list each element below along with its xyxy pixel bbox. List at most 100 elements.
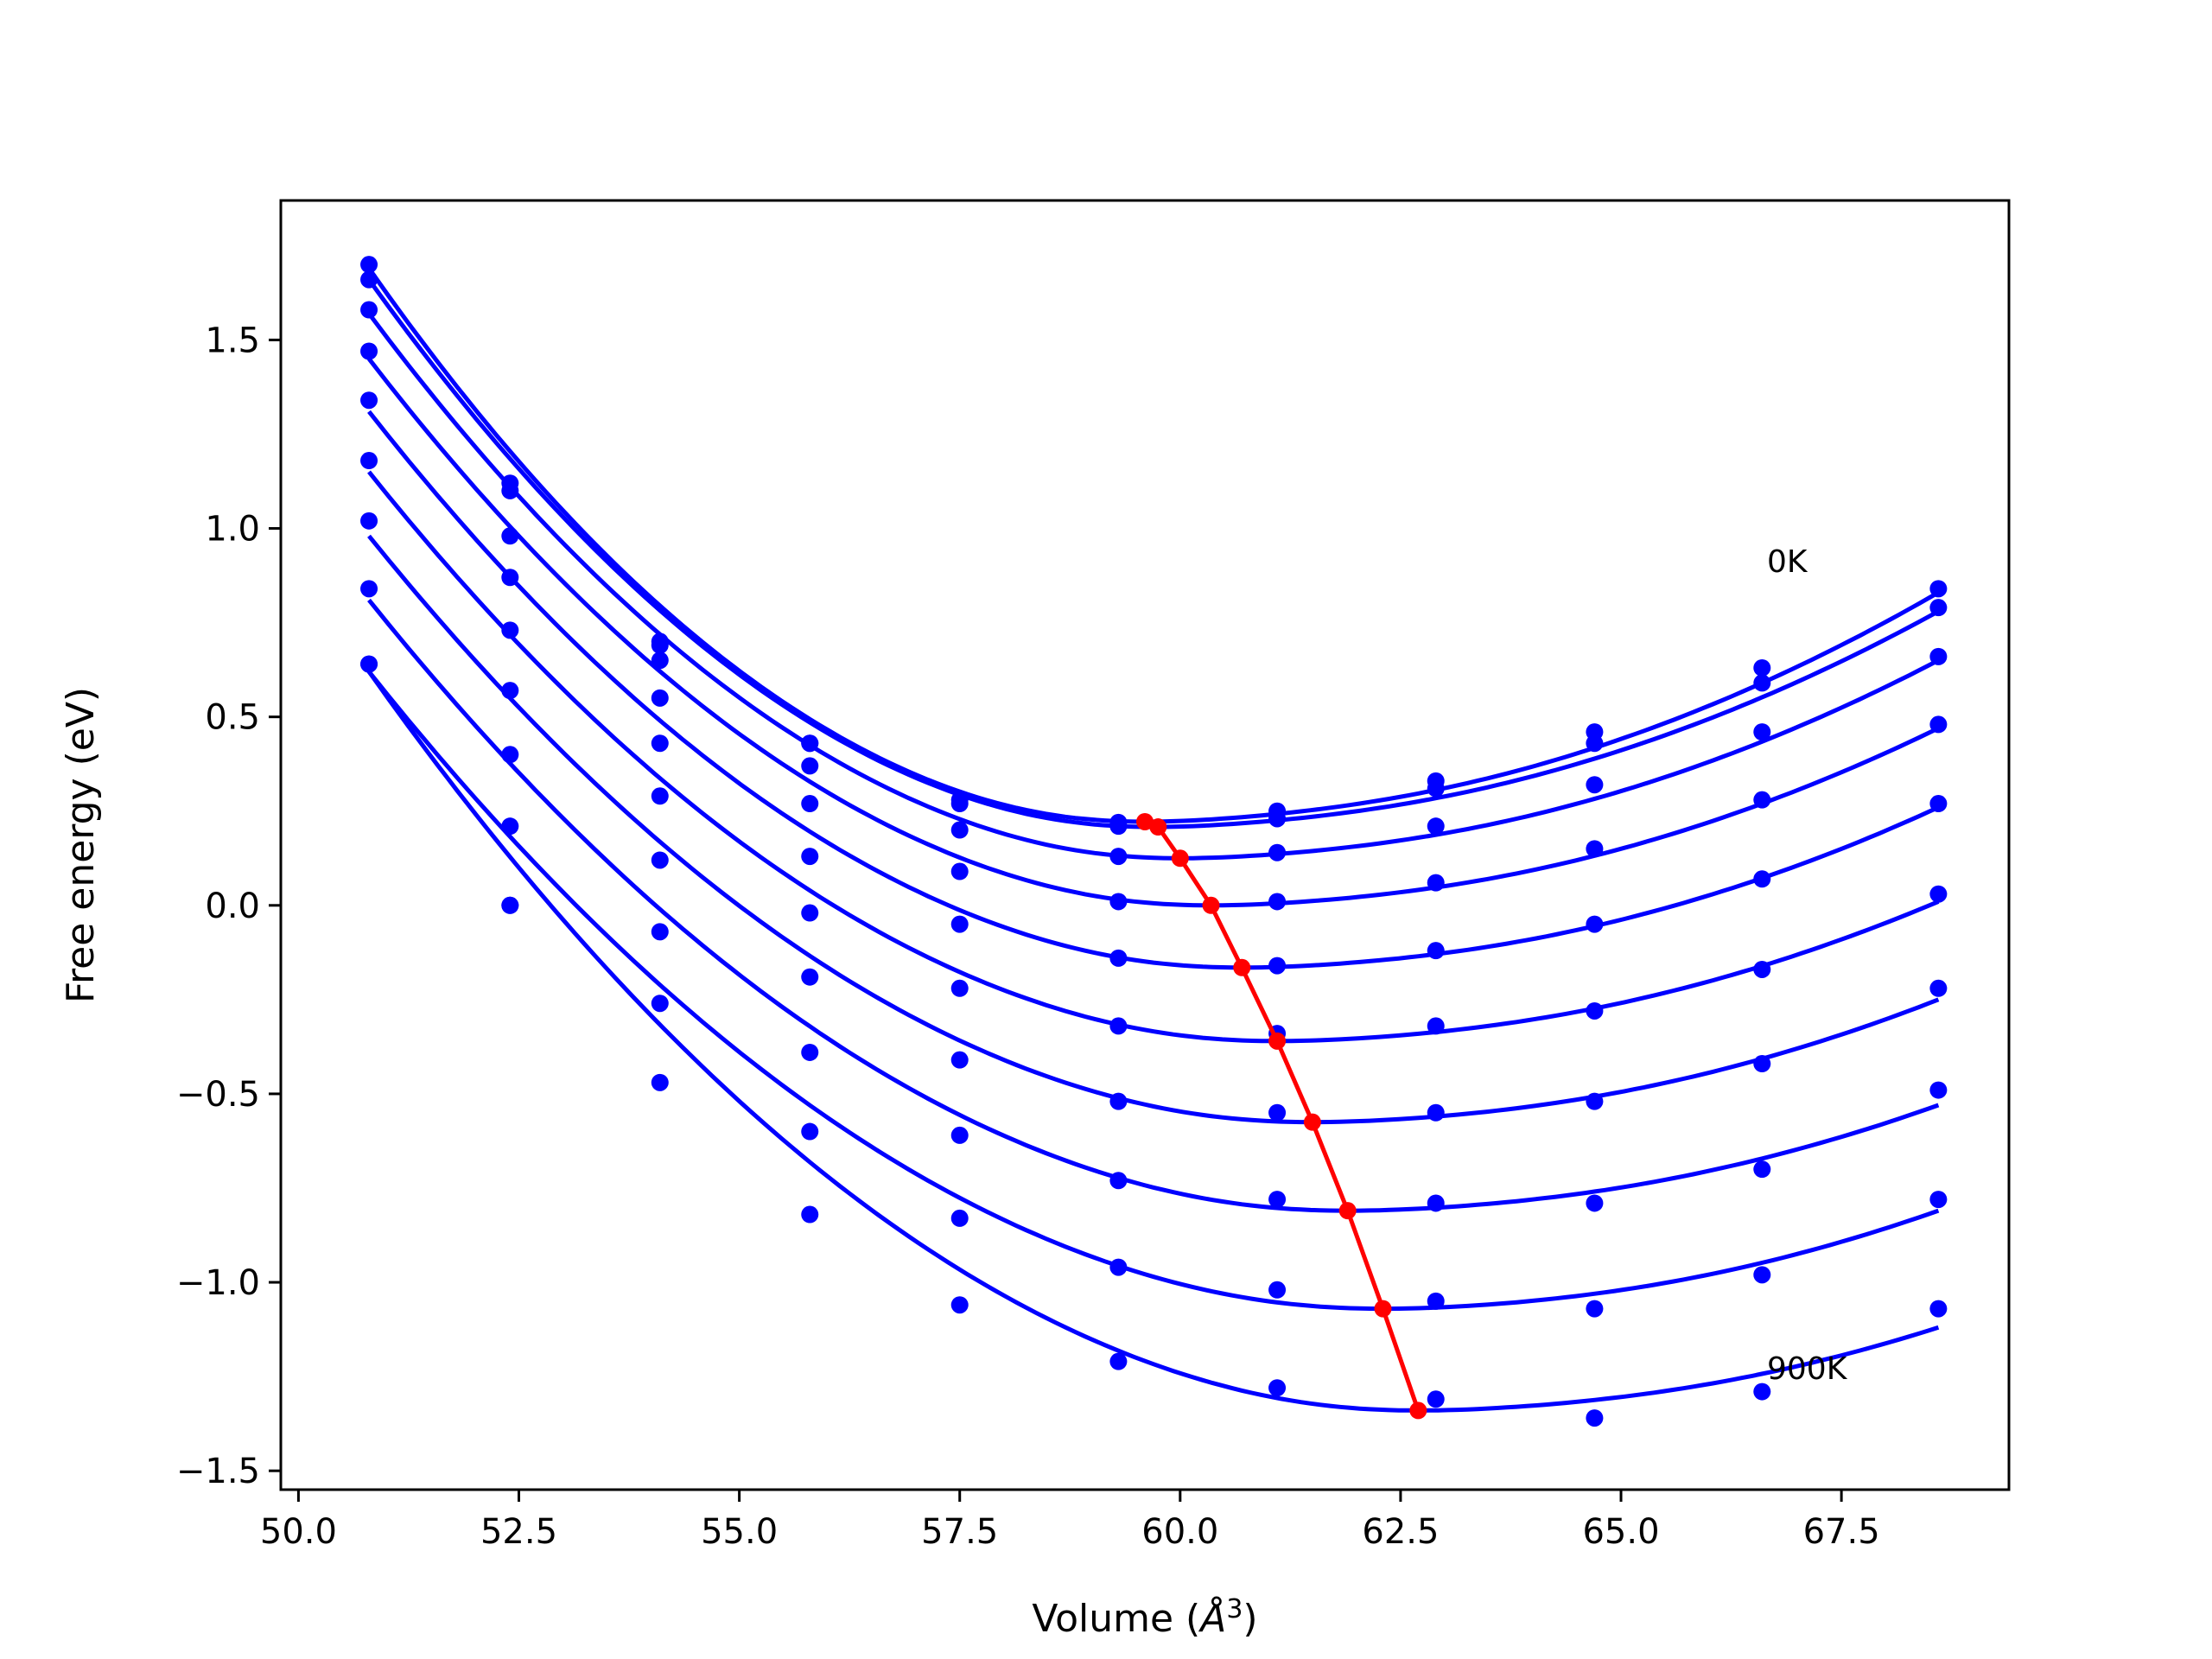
data-point [651,851,669,869]
data-point [1109,1017,1128,1035]
data-point [501,481,519,499]
data-point [1268,1379,1287,1397]
data-point [1109,1172,1128,1190]
data-point [1753,1266,1771,1284]
data-point [1268,843,1287,861]
data-points [360,256,1948,1427]
data-point [1268,957,1287,975]
data-point [1929,1300,1948,1318]
data-point [651,652,669,670]
data-point [950,1209,969,1227]
data-point [360,580,378,598]
data-point [651,787,669,805]
data-point [360,655,378,673]
data-point [360,342,378,360]
data-point [360,391,378,410]
minimum-line-path [1144,819,1421,1412]
y-tick-label: 0.0 [205,887,260,926]
minimum-point [1303,1113,1321,1131]
data-point [950,1051,969,1069]
data-point [801,848,819,866]
data-point [1586,1194,1604,1212]
minimum-point [1233,958,1251,976]
y-tick-label: −1.0 [176,1263,260,1303]
data-point [950,1126,969,1144]
plot-frame [279,199,2011,1491]
data-point [1427,817,1445,836]
x-tick-label: 67.5 [1803,1512,1880,1552]
data-point [501,569,519,587]
y-tick-label: 1.0 [205,510,260,550]
data-point [1753,1055,1771,1073]
data-point [1427,874,1445,892]
data-point [801,1122,819,1141]
data-point [1427,1390,1445,1408]
fit-curve-5 [367,470,1940,1044]
data-point [1586,776,1604,794]
data-point [1929,1081,1948,1099]
data-point [1268,810,1287,828]
data-point [651,689,669,707]
minimum-point [1202,896,1220,914]
data-point [1109,1352,1128,1370]
data-point [360,270,378,289]
data-point [1753,723,1771,741]
data-point [360,301,378,319]
data-point [1753,791,1771,809]
fit-curve-7 [367,598,1940,1213]
data-point [801,757,819,775]
x-tick-label: 55.0 [701,1512,778,1552]
x-tick-label: 52.5 [480,1512,557,1552]
data-point [360,256,378,274]
x-axis-label: Volume (Å3) [1032,1594,1257,1641]
data-point [1586,734,1604,753]
fit-curve-6 [367,534,1940,1125]
data-point [950,915,969,933]
minimum-point [1171,849,1189,868]
y-tick-label: −1.5 [176,1452,260,1491]
data-point [1109,1258,1128,1276]
data-point [1753,1160,1771,1179]
data-point [1427,1194,1445,1212]
data-point [1929,795,1948,813]
minimum-point [1268,1032,1287,1050]
data-point [1929,599,1948,617]
y-axis-ticks: −1.5 −1.0 −0.5 0.0 0.5 1.0 1.5 [176,321,281,1491]
minimum-point [1374,1300,1392,1318]
x-tick-label: 60.0 [1141,1512,1218,1552]
fit-curve-2 [367,312,1940,861]
fit-curve-3 [367,357,1940,908]
data-point [1753,674,1771,692]
fit-curve-4 [367,410,1940,970]
data-point [1929,1191,1948,1209]
data-point [1109,1092,1128,1110]
data-point [801,904,819,922]
data-point [651,1073,669,1091]
data-point [801,1043,819,1061]
data-point [1929,885,1948,903]
data-point [651,923,669,941]
y-axis-label: Free energy (eV) [59,687,103,1003]
data-point [501,817,519,836]
data-point [1109,893,1128,911]
data-point [501,527,519,545]
x-tick-label: 57.5 [921,1512,998,1552]
data-point [1109,949,1128,967]
y-tick-label: 1.5 [205,321,260,360]
data-point [1109,817,1128,836]
y-tick-label: 0.5 [205,698,260,738]
data-point [1427,1103,1445,1122]
data-point [801,734,819,753]
data-point [360,512,378,530]
minimum-line [1136,812,1427,1420]
data-point [950,979,969,997]
x-tick-label: 50.0 [260,1512,337,1552]
annotation-900k: 900K [1767,1351,1848,1387]
data-point [1929,979,1948,997]
y-tick-label: −0.5 [176,1075,260,1115]
data-point [651,636,669,654]
data-point [501,682,519,700]
minimum-point [1338,1202,1357,1220]
data-point [651,734,669,753]
